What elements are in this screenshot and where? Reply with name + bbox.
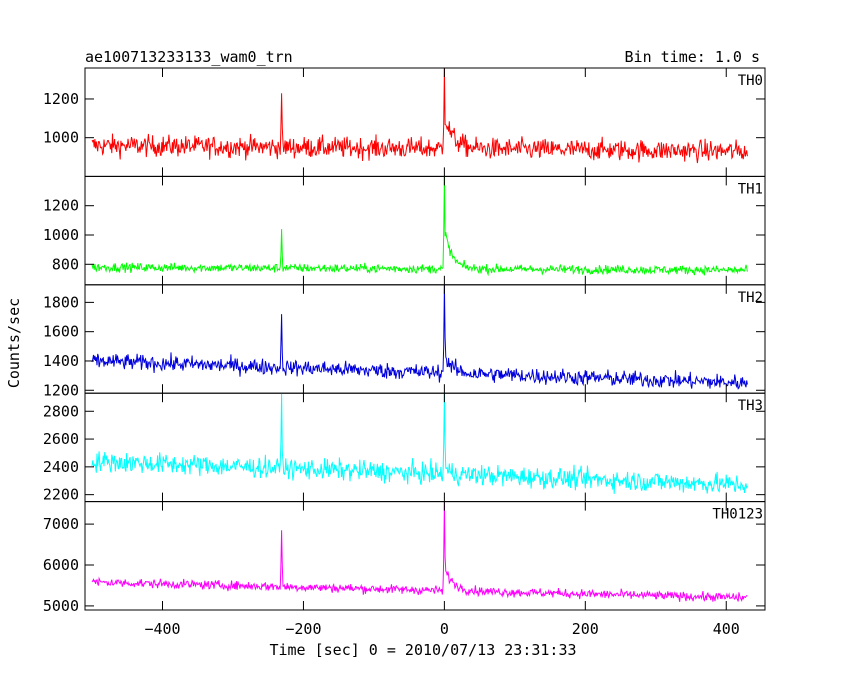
series-line-th1 bbox=[91, 176, 748, 277]
y-tick-label: 1400 bbox=[43, 352, 79, 370]
x-tick-label: 400 bbox=[713, 620, 740, 638]
panel-frame bbox=[84, 501, 766, 611]
panel-th3: 2200 2400 2600 2800 TH3 bbox=[43, 392, 766, 504]
panel-label: TH2 bbox=[738, 290, 763, 306]
y-tick-label: 1000 bbox=[43, 226, 79, 244]
y-tick-label: 5000 bbox=[43, 597, 79, 615]
panels-group: 1000 1200 TH0 800 1000 1200 TH1 1200 1400 1600 180… bbox=[43, 67, 766, 638]
y-tick-label: 1200 bbox=[43, 197, 79, 215]
series-line-th0 bbox=[91, 68, 748, 164]
panel-label: TH0123 bbox=[712, 507, 763, 523]
y-tick-label: 7000 bbox=[43, 515, 79, 533]
panel-th1: 800 1000 1200 TH1 bbox=[43, 175, 766, 286]
x-tick-label: −200 bbox=[285, 620, 321, 638]
panel-th0123: 5000 6000 7000 TH0123 bbox=[43, 501, 766, 615]
x-axis-label: Time [sec] 0 = 2010/07/13 23:31:33 bbox=[269, 641, 576, 659]
y-tick-label: 2200 bbox=[43, 486, 79, 504]
y-tick-label: 1600 bbox=[43, 323, 79, 341]
panel-label: TH3 bbox=[738, 398, 763, 414]
y-tick-label: 800 bbox=[52, 255, 79, 273]
x-tick-label: 0 bbox=[440, 620, 449, 638]
series-line-th0123 bbox=[91, 501, 748, 602]
x-tick-label: 200 bbox=[572, 620, 599, 638]
y-tick-label: 1200 bbox=[43, 90, 79, 108]
panel-th0: 1000 1200 TH0 bbox=[43, 67, 766, 177]
panel-th2: 1200 1400 1600 1800 TH2 bbox=[43, 284, 766, 399]
y-tick-label: 6000 bbox=[43, 556, 79, 574]
x-tick-label: −400 bbox=[144, 620, 180, 638]
y-tick-label: 1200 bbox=[43, 381, 79, 399]
y-tick-label: 2600 bbox=[43, 430, 79, 448]
panel-frame bbox=[84, 67, 766, 177]
chart-title: ae100713233133_wam0_trn bbox=[85, 48, 293, 66]
series-line-th3 bbox=[91, 393, 748, 494]
y-tick-label: 2400 bbox=[43, 458, 79, 476]
y-axis-label: Counts/sec bbox=[5, 298, 23, 388]
y-tick-label: 1000 bbox=[43, 129, 79, 147]
y-tick-label: 2800 bbox=[43, 402, 79, 420]
panel-frame bbox=[84, 284, 766, 394]
panel-label: TH0 bbox=[738, 73, 763, 89]
y-tick-label: 1800 bbox=[43, 293, 79, 311]
series-line-th2 bbox=[91, 284, 748, 390]
bin-time-label: Bin time: 1.0 s bbox=[625, 48, 760, 66]
panel-label: TH1 bbox=[738, 181, 763, 197]
